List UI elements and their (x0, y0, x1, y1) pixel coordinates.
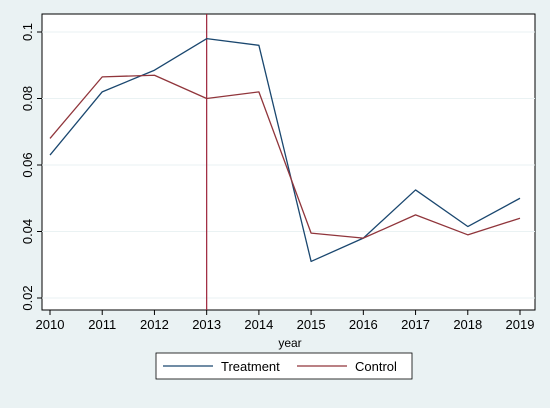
series-layer (49, 38, 521, 263)
x-tick-label: 2011 (88, 317, 116, 332)
y-tick-label: 0.1 (20, 23, 35, 41)
y-axis: 0.02 0.04 0.06 0.08 0.1 (20, 23, 42, 311)
series-line-control (49, 74, 521, 239)
y-tick-label: 0.04 (20, 219, 35, 244)
x-tick-label: 2016 (349, 317, 378, 332)
x-tick-label: 2018 (453, 317, 482, 332)
x-tick-label: 2010 (36, 317, 65, 332)
y-tick-label: 0.02 (20, 285, 35, 310)
plot-area (41, 13, 536, 311)
x-tick-label: 2017 (401, 317, 430, 332)
gridlines (42, 31, 535, 299)
legend-label-control: Control (355, 359, 397, 374)
series-line-treatment (49, 38, 521, 263)
x-axis-label: year (278, 336, 301, 350)
x-tick-label: 2014 (244, 317, 273, 332)
x-tick-label: 2012 (140, 317, 169, 332)
x-tick-label: 2013 (192, 317, 221, 332)
x-tick-label: 2015 (297, 317, 326, 332)
legend-label-treatment: Treatment (221, 359, 280, 374)
x-axis: 2010 2011 2012 2013 2014 2015 2016 2017 2018 2019 (36, 310, 535, 332)
legend: Treatment Control (155, 352, 413, 380)
x-tick-label: 2019 (506, 317, 535, 332)
y-tick-label: 0.08 (20, 86, 35, 111)
y-tick-label: 0.06 (20, 152, 35, 177)
